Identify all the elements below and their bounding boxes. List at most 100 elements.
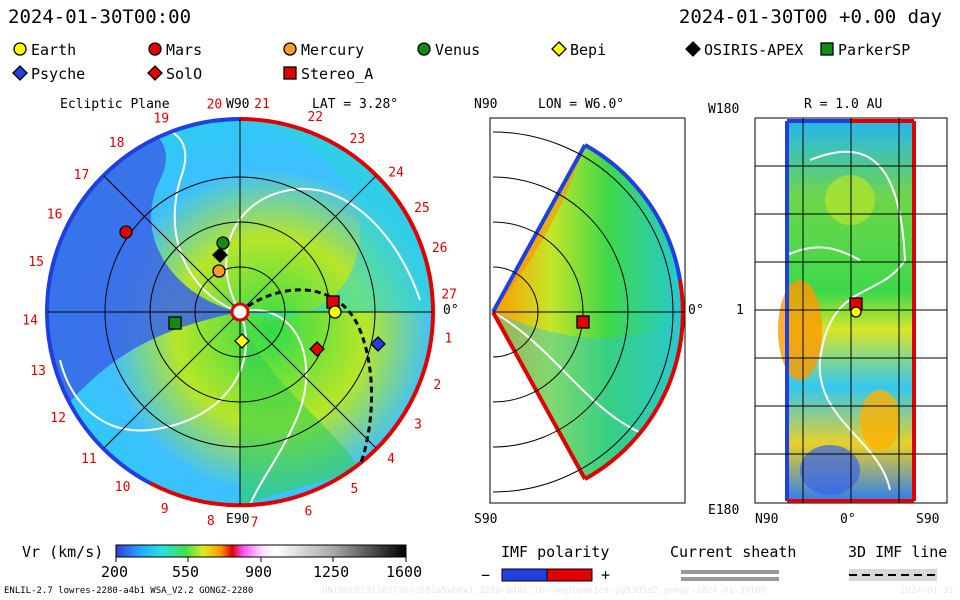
carrington-tick-label: 11 bbox=[81, 452, 97, 467]
footer-run-id: UNIQUE0131163736/2081a5x60x1.2280-a4b1.1… bbox=[322, 586, 767, 596]
legend-item-stereo-a: Stereo_A bbox=[282, 65, 373, 83]
carrington-tick-label: 7 bbox=[251, 516, 259, 531]
circle-icon bbox=[417, 42, 431, 56]
legend-item-earth: Earth bbox=[12, 41, 76, 59]
diamond-icon bbox=[551, 41, 567, 57]
legend-label: ParkerSP bbox=[838, 41, 911, 59]
carrington-tick-label: 25 bbox=[414, 201, 430, 216]
ecliptic-top-label: W90 bbox=[226, 97, 250, 112]
meridional-top-label: N90 bbox=[474, 97, 498, 112]
carrington-tick-label: 5 bbox=[350, 482, 358, 497]
carrington-tick-label: 10 bbox=[115, 480, 131, 495]
carrington-tick-label: 20 bbox=[207, 98, 223, 113]
legend-label: Venus bbox=[435, 41, 481, 59]
legend-item-solo: SolO bbox=[147, 65, 202, 83]
meridional-panel bbox=[489, 117, 686, 504]
meridional-bottom-label: S90 bbox=[474, 512, 498, 527]
carrington-tick-label: 3 bbox=[414, 417, 422, 432]
colorbar-label: Vr (km/s) bbox=[22, 543, 104, 561]
current-sheath-line bbox=[59, 311, 247, 432]
carrington-tick-label: 22 bbox=[307, 110, 323, 125]
carrington-tick-label: 15 bbox=[28, 255, 44, 270]
meridional-frame bbox=[489, 117, 686, 504]
diamond-icon bbox=[147, 65, 163, 81]
marker-stereo-a bbox=[576, 315, 590, 329]
carrington-tick-label: 4 bbox=[387, 452, 395, 467]
imf-field-line bbox=[239, 288, 374, 466]
diamond-icon bbox=[685, 41, 701, 57]
legend-item-bepi: Bepi bbox=[551, 41, 606, 59]
legend-label: Mars bbox=[166, 41, 203, 59]
ecliptic-bottom-label: E90 bbox=[226, 512, 250, 527]
carrington-tick-label: 9 bbox=[161, 502, 169, 517]
marker-earth bbox=[328, 305, 342, 319]
marker-parkersp bbox=[168, 316, 182, 330]
latlon-x-label-0: 0° bbox=[840, 512, 856, 527]
legend-label: Mercury bbox=[301, 41, 365, 59]
legend-label: Earth bbox=[31, 41, 77, 59]
legend-item-mercury: Mercury bbox=[282, 41, 364, 59]
carrington-tick-label: 19 bbox=[153, 111, 169, 126]
colorbar-tick: 1600 bbox=[386, 563, 423, 581]
carrington-tick-label: 24 bbox=[388, 166, 404, 181]
circle-icon bbox=[283, 42, 297, 56]
vr-colorbar bbox=[115, 544, 407, 558]
legend-label: SolO bbox=[166, 65, 203, 83]
latlon-mid-label: 1 bbox=[736, 303, 744, 318]
legend-item-psyche: Psyche bbox=[12, 65, 85, 83]
latlon-top-label: W180 bbox=[708, 102, 740, 117]
current-sheath-label: Current sheath bbox=[670, 543, 797, 561]
latlon-x-label-n: N90 bbox=[755, 512, 779, 527]
carrington-tick-label: 12 bbox=[50, 411, 66, 426]
carrington-tick-label: 26 bbox=[432, 241, 448, 256]
current-sheath-swatch bbox=[681, 570, 779, 574]
carrington-tick-label: 13 bbox=[30, 364, 46, 379]
carrington-tick-label: 23 bbox=[350, 132, 366, 147]
meridional-right-label: 0° bbox=[688, 303, 704, 318]
marker-earth bbox=[850, 306, 862, 318]
marker-solo bbox=[309, 341, 325, 357]
latlon-bottom-label: E180 bbox=[708, 503, 740, 518]
marker-venus bbox=[216, 236, 230, 250]
carrington-tick-label: 18 bbox=[109, 136, 125, 151]
legend-label: Psyche bbox=[31, 65, 86, 83]
marker-mercury bbox=[212, 264, 226, 278]
legend-item-osiris-apex: OSIRIS-APEX bbox=[685, 41, 803, 59]
imf-plus: + bbox=[601, 566, 611, 584]
square-icon bbox=[820, 42, 834, 56]
marker-mars bbox=[119, 225, 133, 239]
polarity-ring-positive bbox=[149, 117, 436, 508]
carrington-tick-label: 16 bbox=[47, 207, 63, 222]
marker-osiris-apex bbox=[212, 247, 228, 263]
colorbar-tick: 200 bbox=[101, 563, 129, 581]
legend-label: OSIRIS-APEX bbox=[704, 41, 804, 59]
carrington-tick-label: 17 bbox=[74, 168, 90, 183]
footer-model: ENLIL-2.7 lowres-2280-a4b1 WSA_V2.2 GONG… bbox=[4, 586, 254, 596]
latlon-x-label-s: S90 bbox=[916, 512, 940, 527]
legend-item-venus: Venus bbox=[416, 41, 480, 59]
imf-line-label: 3D IMF line bbox=[848, 543, 948, 561]
timestamp-left: 2024-01-30T00:00 bbox=[8, 6, 192, 28]
legend-item-parkersp: ParkerSP bbox=[819, 41, 910, 59]
imf-positive-swatch bbox=[546, 568, 593, 582]
carrington-tick-label: 1 bbox=[444, 332, 452, 347]
carrington-tick-label: 14 bbox=[22, 313, 38, 328]
colorbar-tick: 550 bbox=[172, 563, 200, 581]
carrington-tick-label: 27 bbox=[441, 288, 457, 303]
imf-minus: − bbox=[481, 566, 491, 584]
sun-icon bbox=[230, 302, 250, 322]
current-sheath-line bbox=[239, 309, 308, 505]
diamond-icon bbox=[12, 65, 28, 81]
ecliptic-right-label: 0° bbox=[443, 303, 459, 318]
timestamp-right: 2024-01-30T00 +0.00 day bbox=[678, 6, 942, 28]
footer-date: 2024-01-31 bbox=[900, 586, 955, 596]
legend-item-mars: Mars bbox=[147, 41, 202, 59]
marker-bepi bbox=[234, 333, 250, 349]
ecliptic-title: Ecliptic Plane bbox=[60, 97, 170, 112]
legend-label: Stereo_A bbox=[301, 65, 374, 83]
polarity-ring-negative bbox=[44, 117, 241, 485]
meridional-title: LON = W6.0° bbox=[538, 97, 625, 112]
imf-negative-swatch bbox=[501, 568, 548, 582]
